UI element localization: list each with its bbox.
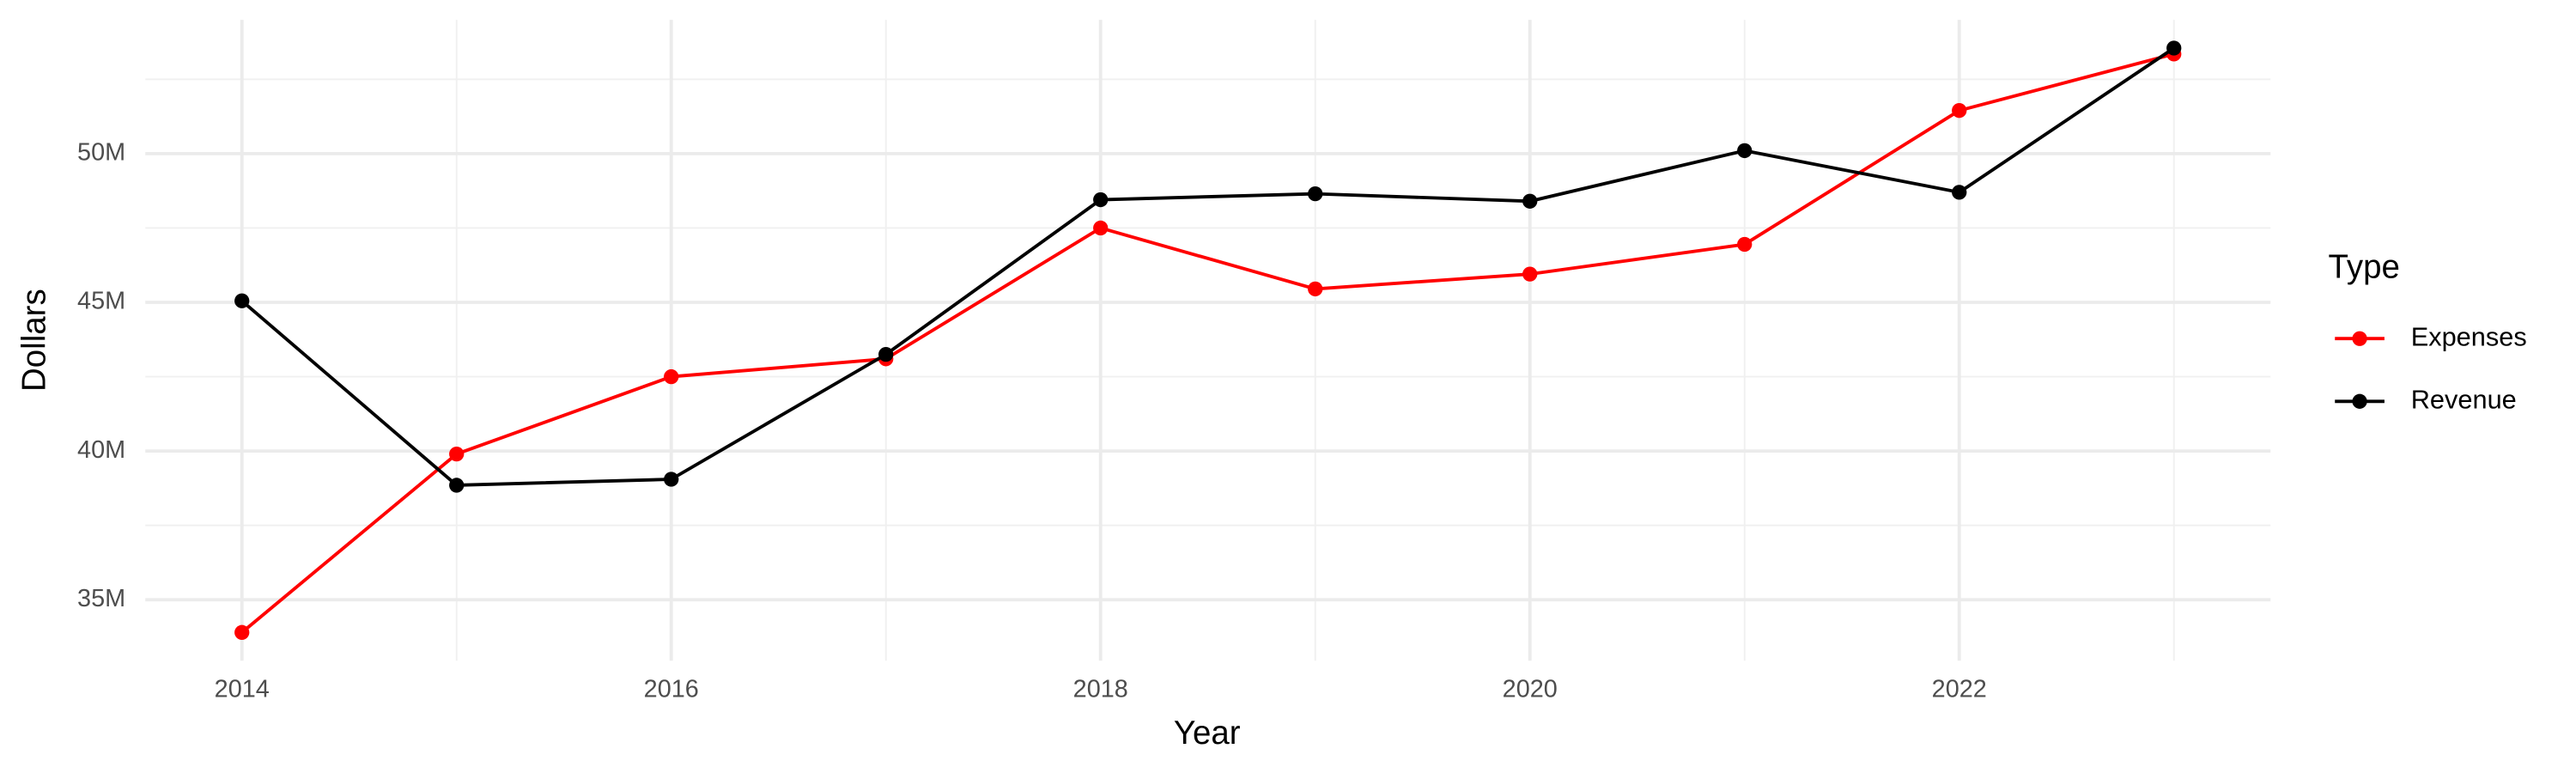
x-tick-label: 2020 (1503, 675, 1558, 703)
point (1952, 185, 1967, 200)
line (240, 52, 2175, 634)
point (878, 346, 894, 362)
point (449, 478, 465, 493)
point (1093, 192, 1109, 208)
x-tick-label: 2022 (1932, 675, 1987, 703)
y-tick-label: 50M (77, 139, 125, 167)
point (664, 368, 679, 385)
y-tick-label: 35M (77, 585, 125, 612)
x-tick-label: 2016 (644, 675, 699, 703)
legend-key-point (2352, 331, 2367, 346)
point (1308, 281, 1323, 297)
point (1308, 186, 1323, 202)
point (2166, 40, 2182, 56)
legend-label: Revenue (2411, 384, 2517, 414)
point (449, 446, 465, 462)
point (664, 472, 679, 487)
y-tick-label: 45M (77, 288, 125, 315)
point (234, 624, 250, 640)
legend-label: Expenses (2411, 321, 2527, 351)
point (1522, 193, 1538, 209)
x-tick-label: 2018 (1073, 675, 1128, 703)
point (1737, 236, 1753, 253)
x-axis-title: Year (1174, 715, 1241, 752)
point (1522, 266, 1538, 282)
legend-title: Type (2329, 249, 2400, 286)
point (1093, 220, 1109, 236)
y-tick-label: 40M (77, 436, 125, 464)
point (1952, 103, 1967, 119)
line (240, 46, 2175, 487)
y-axis-title: Dollars (15, 289, 52, 392)
point (1737, 143, 1753, 159)
point (234, 293, 250, 308)
x-tick-label: 2014 (215, 675, 270, 703)
legend-key-point (2352, 393, 2367, 409)
